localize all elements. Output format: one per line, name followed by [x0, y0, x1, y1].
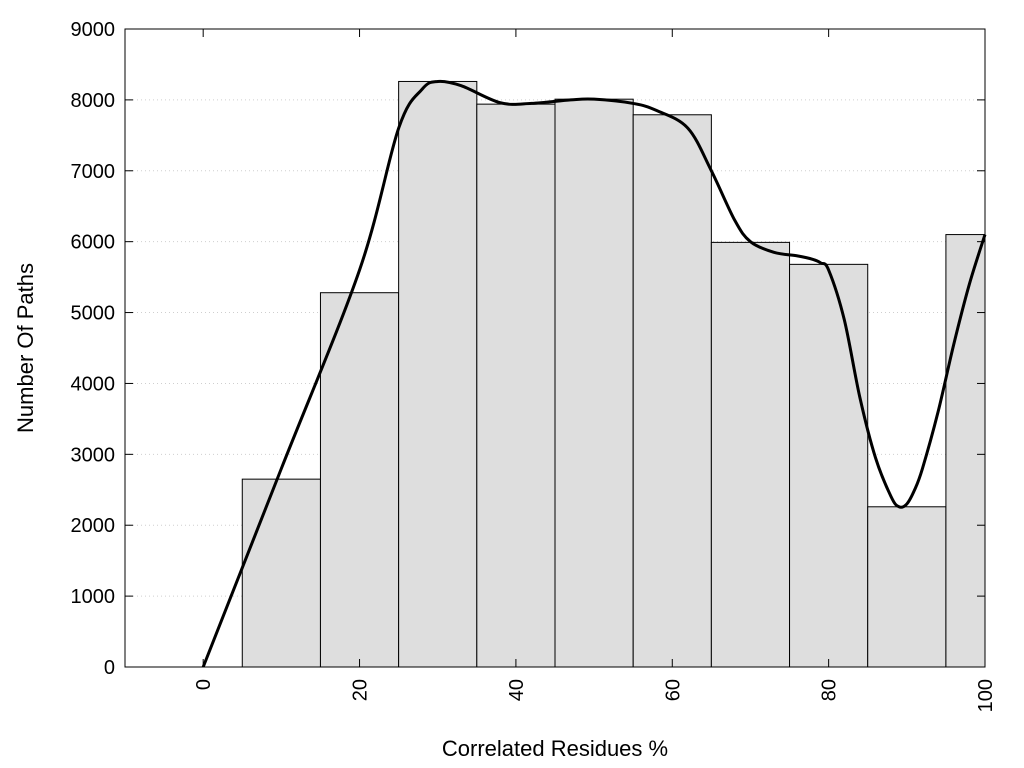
fit-curve-group	[201, 79, 987, 668]
x-tick-label: 80	[819, 679, 841, 701]
bar	[554, 98, 634, 668]
fit-curve	[201, 79, 987, 668]
bar	[398, 80, 478, 668]
y-tick-label: 1000	[71, 586, 116, 608]
y-tick-label: 5000	[71, 303, 116, 325]
bar	[710, 241, 791, 668]
y-tick-label: 7000	[71, 161, 116, 183]
bar	[789, 263, 869, 668]
x-tick-label: 60	[662, 679, 684, 701]
y-tick-label: 6000	[71, 232, 116, 254]
x-tick-label: 100	[975, 679, 997, 712]
bar	[632, 114, 712, 668]
bar	[319, 292, 400, 668]
x-tick-label: 40	[506, 679, 528, 701]
x-tick-label: 20	[350, 679, 372, 701]
ticks	[125, 28, 986, 668]
y-axis-title: Number Of Paths	[13, 263, 38, 433]
bar	[476, 103, 556, 668]
x-tick-label: 0	[193, 679, 215, 690]
plot-frame	[124, 28, 986, 668]
tick-labels: 0 1000 2000 3000 4000 5000 6000 7000 8000 9000 0 20…	[71, 19, 998, 712]
bar	[867, 506, 947, 668]
x-axis-title: Correlated Residues %	[442, 736, 668, 761]
bar	[945, 234, 986, 668]
bars	[241, 80, 986, 668]
y-tick-label: 3000	[71, 444, 116, 466]
bar	[241, 478, 321, 668]
y-tick-label: 9000	[71, 19, 116, 41]
y-tick-label: 8000	[71, 90, 116, 112]
y-tick-label: 0	[104, 657, 115, 679]
y-tick-label: 2000	[71, 515, 116, 537]
y-tick-label: 4000	[71, 373, 116, 395]
